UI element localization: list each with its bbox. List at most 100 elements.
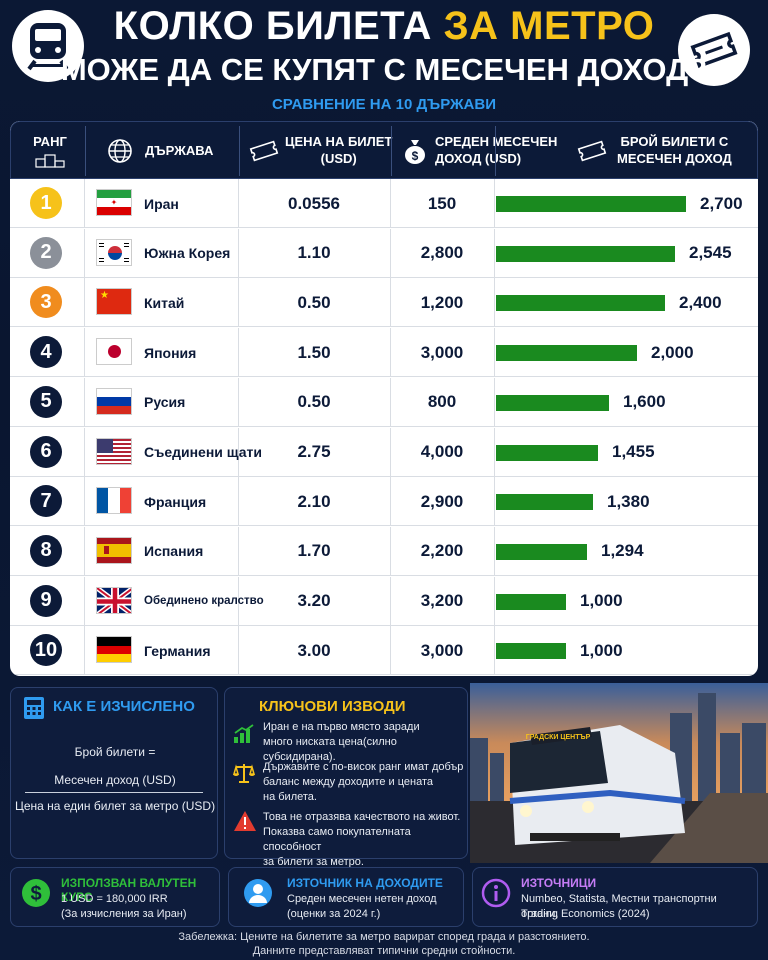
header-income-unit: ДОХОД (USD) — [435, 151, 522, 166]
usa-flag-icon — [96, 437, 132, 465]
country-name: Иран — [144, 195, 179, 212]
sources-line1: Numbeo, Statista, Местни транспортни орг… — [521, 893, 717, 920]
monthly-income: 800 — [427, 392, 457, 412]
globe-icon — [108, 139, 132, 163]
table-row: 2 Южна Корея 1.10 2,800 2,545 — [10, 228, 758, 278]
monthly-income: 1,200 — [420, 292, 464, 312]
tickets-value-label: 2,700 — [700, 193, 743, 213]
tickets-bar — [496, 543, 587, 560]
sources-line2: Trading Economics (2024) — [521, 908, 650, 920]
tickets-value-label: 1,455 — [612, 442, 655, 461]
train-destination-sign: ГРАДСКИ ЦЕНТЪР — [526, 734, 591, 741]
table-row: 10 Германия 3.00 3,000 1,000 — [10, 626, 758, 676]
formula-denominator: Цена на един билет за метро (USD) — [14, 799, 216, 813]
rank-badge: 8 — [30, 534, 62, 567]
formula-lhs: Брой билети = — [74, 745, 156, 759]
ticket-icon — [678, 14, 750, 86]
table-header: РАНГ ДЪРЖАВА — [10, 121, 758, 179]
ticket-price: 1.50 — [297, 342, 331, 362]
country-name: Русия — [144, 394, 186, 411]
table-row: 9 Обединено кралство 3.20 3,200 1,000 — [10, 576, 758, 626]
income-source-line2: (оценки за 2024 г.) — [287, 908, 381, 920]
header-country: ДЪРЖАВА — [107, 122, 213, 180]
svg-text:$: $ — [412, 149, 419, 163]
rank-badge: 2 — [30, 236, 62, 269]
ticket-icon — [249, 140, 279, 162]
page-title: КОЛКО БИЛЕТА ЗА МЕТРО — [113, 4, 655, 48]
money-bag-icon: $ — [405, 140, 425, 164]
country-name: Япония — [144, 344, 197, 361]
comparison-table: РАНГ ДЪРЖАВА — [10, 121, 758, 676]
growth-chart-icon — [234, 724, 254, 743]
tickets-value-label: 1,000 — [580, 591, 623, 611]
tickets-value-label: 1,294 — [601, 541, 644, 561]
header-income-label: СРЕДЕН МЕСЕЧЕН — [435, 134, 558, 150]
rank-badge: 1 — [30, 187, 62, 219]
ticket-price: 1.10 — [297, 243, 331, 263]
monthly-income: 3,000 — [420, 342, 464, 362]
info-icon — [481, 878, 511, 908]
country-name: Германия — [144, 642, 211, 659]
title-highlight: ЗА МЕТРО — [443, 4, 655, 48]
monthly-income: 2,800 — [420, 243, 464, 263]
header-tickets-label2: МЕСЕЧЕН ДОХОД — [617, 151, 732, 166]
income-source-title: ИЗТОЧНИК НА ДОХОДИТЕ — [287, 876, 443, 890]
russia-flag-icon — [96, 387, 132, 415]
tickets-value-label: 2,545 — [689, 243, 732, 263]
finding-3: Това не отразява качеството на живот. По… — [263, 811, 461, 868]
rank-badge: 4 — [30, 336, 62, 369]
germany-flag-icon — [96, 636, 132, 664]
finding-2: Държавите с по-висок ранг имат добър бал… — [263, 761, 464, 803]
ticket-price: 0.50 — [297, 392, 331, 412]
page-title-line2: МОЖЕ ДА СЕ КУПЯТ С МЕСЕЧЕН ДОХОД? — [60, 52, 708, 87]
table-row: 3 ★ Китай 0.50 1,200 2,400 — [10, 278, 758, 328]
china-flag-icon: ★ — [96, 288, 132, 316]
monthly-income: 150 — [427, 193, 457, 213]
tickets-bar — [496, 394, 609, 411]
exchange-rate-panel: $ ИЗПОЛЗВАН ВАЛУТЕН КУРС 1 USD = 180,000… — [10, 867, 220, 927]
exchange-rate-value: 1 USD = 180,000 IRR — [61, 893, 168, 905]
findings-panel-title: КЛЮЧОВИ ИЗВОДИ — [259, 698, 406, 715]
uk-flag-icon — [96, 586, 132, 614]
train-icon — [12, 10, 84, 82]
country-name: Франция — [144, 493, 207, 510]
exchange-rate-note: (За изчисления за Иран) — [61, 908, 187, 920]
ticket-price: 2.75 — [297, 442, 331, 461]
header-tickets-label: БРОЙ БИЛЕТИ С — [620, 134, 729, 150]
person-icon — [244, 879, 272, 907]
calc-panel: КАК Е ИЗЧИСЛЕНО Брой билети = Месечен до… — [10, 687, 218, 859]
header-price-label: ЦЕНА НА БИЛЕТ — [285, 134, 393, 150]
monthly-income: 3,000 — [420, 640, 464, 660]
spain-flag-icon — [96, 536, 132, 564]
header-country-label: ДЪРЖАВА — [145, 142, 214, 158]
country-name: Обединено кралство — [144, 595, 264, 608]
sources-panel: ИЗТОЧНИЦИ Numbeo, Statista, Местни транс… — [472, 867, 758, 927]
japan-flag-icon — [96, 338, 132, 366]
country-name: Южна Корея — [144, 245, 231, 262]
tickets-value-label: 1,000 — [580, 640, 623, 660]
ticket-price: 3.00 — [297, 640, 331, 660]
findings-panel: КЛЮЧОВИ ИЗВОДИ Иран е на първо място зар… — [224, 687, 468, 868]
rank-badge: 6 — [30, 435, 62, 468]
tickets-bar — [496, 444, 598, 461]
ticket-price: 1.70 — [297, 541, 331, 561]
dollar-icon: $ — [22, 879, 50, 907]
tickets-value-label: 1,380 — [607, 491, 650, 511]
tickets-bar — [496, 245, 675, 262]
ticket-price: 3.20 — [297, 591, 331, 611]
tickets-bar — [496, 494, 593, 511]
city-skyline-illustration: ГРАДСКИ ЦЕНТЪР — [470, 683, 768, 863]
calculator-icon — [24, 697, 44, 719]
income-source-panel: ИЗТОЧНИК НА ДОХОДИТЕ Среден месечен нете… — [228, 867, 464, 927]
monthly-income: 4,000 — [420, 442, 464, 461]
ticket-icon — [577, 140, 607, 162]
exchange-rate-title: ИЗПОЛЗВАН ВАЛУТЕН КУРС — [61, 876, 197, 904]
header-price: ЦЕНА НА БИЛЕТ (USD) — [249, 122, 392, 180]
balance-scale-icon — [233, 764, 255, 783]
header-price-unit: (USD) — [320, 151, 357, 166]
table-row: 5 Русия 0.50 800 1,600 — [10, 377, 758, 427]
south-korea-flag-icon — [96, 238, 132, 266]
rank-badge: 5 — [30, 385, 62, 418]
table-row: 6 Съединени щати 2.75 4,000 1,455 — [10, 427, 758, 477]
ticket-price: 0.50 — [297, 292, 331, 312]
